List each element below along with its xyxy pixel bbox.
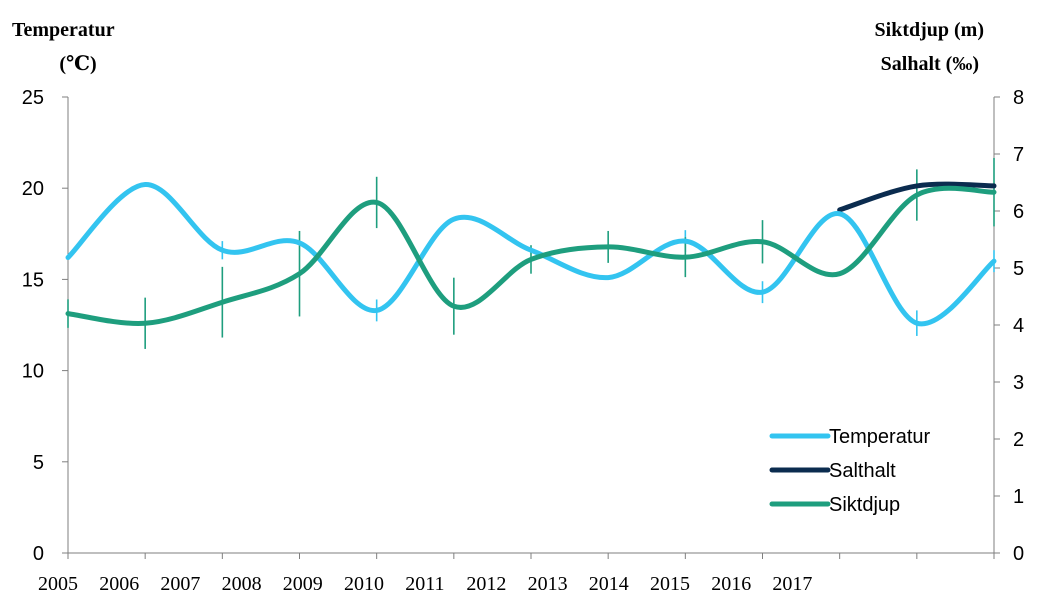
left-axis-unit: (℃) — [59, 53, 96, 75]
x-tick-label: 2009 — [283, 573, 323, 595]
left-tick-label: 25 — [22, 87, 44, 109]
x-tick-label: 2008 — [222, 573, 262, 595]
x-tick-label: 2012 — [466, 573, 506, 595]
right-tick-label: 4 — [1013, 315, 1024, 337]
left-tick-label: 20 — [22, 178, 44, 200]
right-tick-label: 0 — [1013, 543, 1024, 565]
legend-label-salthalt: Salthalt — [829, 460, 896, 482]
x-tick-label: 2017 — [772, 573, 812, 595]
right-tick-label: 6 — [1013, 201, 1024, 223]
legend: Temperatur Salthalt Siktdjup — [769, 426, 930, 516]
series-lines-layer — [65, 181, 997, 327]
left-tick-label: 5 — [33, 452, 44, 474]
error-bars-layer — [67, 157, 995, 349]
right-tick-label: 7 — [1013, 144, 1024, 166]
x-tick-label: 2006 — [99, 573, 139, 595]
right-axis-title: Siktdjup (m) — [875, 19, 984, 41]
left-axis-title: Temperatur — [12, 19, 115, 41]
x-tick-label: 2010 — [344, 573, 384, 595]
left-tick-label: 15 — [22, 269, 44, 291]
x-tick-label: 2014 — [589, 573, 629, 595]
series-line-temperatur — [65, 182, 997, 327]
left-tick-label: 10 — [22, 361, 44, 383]
ticks-layer: 0 5 10 15 20 25 0 1 2 3 4 5 6 7 8 2005 2006 2007 2008 2009 2… — [22, 87, 1024, 595]
x-tick-label: 2005 — [38, 573, 78, 595]
right-axis-subtitle: Salhalt (‰) — [881, 53, 979, 75]
x-tick-label: 2011 — [405, 573, 444, 595]
legend-label-temperatur: Temperatur — [829, 426, 930, 448]
x-tick-label: 2013 — [528, 573, 568, 595]
series-line-salthalt — [837, 181, 997, 213]
right-tick-label: 8 — [1013, 87, 1024, 109]
right-tick-label: 2 — [1013, 429, 1024, 451]
left-tick-label: 0 — [33, 543, 44, 565]
legend-label-siktdjup: Siktdjup — [829, 494, 900, 516]
x-tick-label: 2015 — [650, 573, 690, 595]
right-tick-label: 5 — [1013, 258, 1024, 280]
series-line-siktdjup — [65, 185, 997, 327]
x-tick-label: 2007 — [160, 573, 200, 595]
right-tick-label: 1 — [1013, 486, 1024, 508]
x-tick-label: 2016 — [711, 573, 751, 595]
right-tick-label: 3 — [1013, 372, 1024, 394]
